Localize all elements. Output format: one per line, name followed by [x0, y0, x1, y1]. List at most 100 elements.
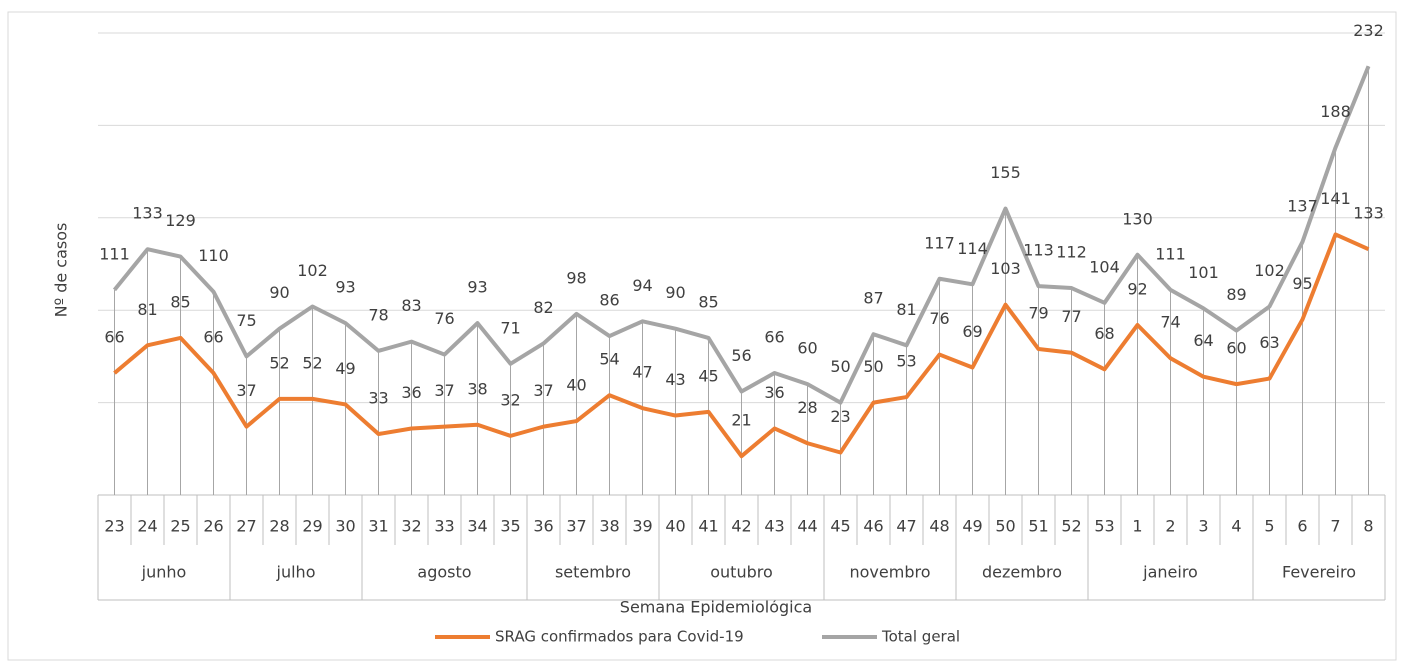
data-label: 114: [957, 239, 988, 258]
month-label: setembro: [555, 563, 631, 582]
x-tick-label: 52: [1061, 517, 1081, 536]
x-tick-label: 39: [632, 517, 652, 536]
data-label: 137: [1287, 196, 1318, 215]
x-tick-label: 46: [863, 517, 883, 536]
x-tick-label: 28: [269, 517, 289, 536]
x-tick-label: 45: [830, 517, 850, 536]
series-line: [113, 232, 1370, 459]
data-label: 93: [467, 278, 487, 297]
data-label: 130: [1122, 209, 1153, 228]
data-label: 75: [236, 311, 256, 330]
data-label: 232: [1353, 21, 1384, 40]
data-label: 95: [1292, 274, 1312, 293]
data-label: 38: [467, 379, 487, 398]
data-label: 104: [1089, 257, 1120, 276]
data-label: 85: [698, 292, 718, 311]
data-label: 36: [401, 383, 421, 402]
data-label: 102: [297, 261, 328, 280]
x-tick-label: 36: [533, 517, 553, 536]
data-label: 68: [1094, 324, 1114, 343]
data-label: 113: [1023, 241, 1054, 260]
data-label: 101: [1188, 263, 1219, 282]
data-label: 103: [990, 259, 1021, 278]
data-label: 112: [1056, 243, 1087, 262]
data-label: 141: [1320, 189, 1351, 208]
data-label: 93: [335, 278, 355, 297]
data-label: 37: [236, 381, 256, 400]
data-label: 60: [1226, 339, 1246, 358]
data-label: 110: [198, 246, 229, 265]
data-label: 82: [533, 298, 553, 317]
x-tick-label: 4: [1231, 517, 1241, 536]
data-label: 32: [500, 390, 520, 409]
data-label: 90: [665, 283, 685, 302]
data-label: 90: [269, 283, 289, 302]
x-tick-label: 32: [401, 517, 421, 536]
x-tick-label: 7: [1330, 517, 1340, 536]
data-label: 50: [863, 357, 883, 376]
data-label: 78: [368, 305, 388, 324]
x-tick-label: 2: [1165, 517, 1175, 536]
data-label: 102: [1254, 261, 1285, 280]
data-label: 94: [632, 276, 652, 295]
data-label: 188: [1320, 102, 1351, 121]
x-tick-label: 41: [698, 517, 718, 536]
x-tick-label: 3: [1198, 517, 1208, 536]
x-tick-label: 37: [566, 517, 586, 536]
x-tick-label: 35: [500, 517, 520, 536]
x-tick-label: 5: [1264, 517, 1274, 536]
month-label: junho: [141, 563, 187, 582]
data-label: 21: [731, 411, 751, 430]
data-label: 66: [104, 328, 124, 347]
data-label: 23: [830, 407, 850, 426]
x-tick-label: 30: [335, 517, 355, 536]
data-label: 40: [566, 376, 586, 395]
x-tick-label: 48: [929, 517, 949, 536]
x-tick-label: 34: [467, 517, 487, 536]
data-label: 66: [764, 328, 784, 347]
data-label: 71: [500, 318, 520, 337]
data-label: 92: [1127, 279, 1147, 298]
data-label: 49: [335, 359, 355, 378]
month-label: Fevereiro: [1282, 563, 1356, 582]
x-tick-label: 27: [236, 517, 256, 536]
data-label: 56: [731, 346, 751, 365]
data-label: 69: [962, 322, 982, 341]
data-label: 74: [1160, 313, 1180, 332]
x-tick-label: 24: [137, 517, 157, 536]
data-label: 37: [434, 381, 454, 400]
data-label: 52: [302, 353, 322, 372]
y-axis-title: Nº de casos: [52, 223, 71, 318]
data-label: 37: [533, 381, 553, 400]
data-label: 76: [929, 309, 949, 328]
data-label: 76: [434, 309, 454, 328]
data-label: 98: [566, 268, 586, 287]
chart-border: [7, 11, 1397, 661]
data-label: 45: [698, 366, 718, 385]
data-label: 50: [830, 357, 850, 376]
x-tick-label: 23: [104, 517, 124, 536]
month-label: dezembro: [982, 563, 1062, 582]
data-label: 79: [1028, 304, 1048, 323]
data-label: 28: [797, 398, 817, 417]
x-tick-label: 1: [1132, 517, 1142, 536]
x-tick-label: 25: [170, 517, 190, 536]
data-label: 63: [1259, 333, 1279, 352]
legend-label: Total geral: [881, 628, 960, 646]
data-label: 87: [863, 289, 883, 308]
x-tick-label: 44: [797, 517, 817, 536]
data-label: 60: [797, 339, 817, 358]
x-tick-label: 29: [302, 517, 322, 536]
data-label: 111: [1155, 244, 1186, 263]
x-tick-label: 51: [1028, 517, 1048, 536]
x-tick-label: 47: [896, 517, 916, 536]
month-label: outubro: [710, 563, 773, 582]
x-tick-label: 49: [962, 517, 982, 536]
x-tick-label: 43: [764, 517, 784, 536]
month-label: agosto: [417, 563, 471, 582]
data-label: 47: [632, 363, 652, 382]
x-tick-label: 42: [731, 517, 751, 536]
data-label: 129: [165, 211, 196, 230]
month-label: novembro: [850, 563, 931, 582]
